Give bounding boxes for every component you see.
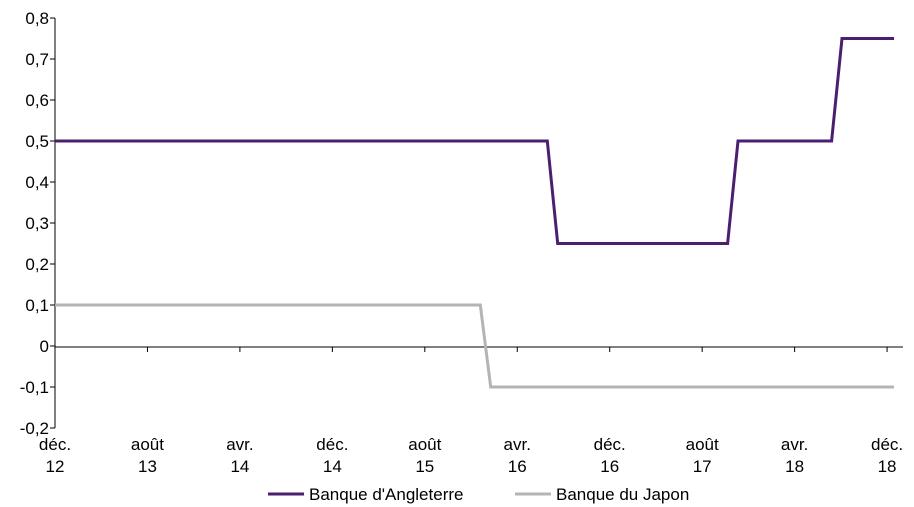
x-tick-year-label: 18 bbox=[785, 457, 804, 476]
x-tick-year-label: 17 bbox=[693, 457, 712, 476]
x-tick-year-label: 16 bbox=[508, 457, 527, 476]
x-tick-month-label: août bbox=[131, 435, 164, 454]
x-tick-year-label: 12 bbox=[46, 457, 65, 476]
y-tick-label: 0,5 bbox=[25, 132, 49, 151]
series-lines bbox=[55, 37, 894, 389]
x-tick-month-label: déc. bbox=[39, 435, 71, 454]
series-line-banque-d-angleterre bbox=[55, 37, 894, 245]
y-tick-label: -0,1 bbox=[20, 378, 49, 397]
y-tick-label: 0,3 bbox=[25, 214, 49, 233]
x-tick-year-label: 13 bbox=[138, 457, 157, 476]
x-tick-year-label: 15 bbox=[415, 457, 434, 476]
legend: Banque d'Angleterre Banque du Japon bbox=[268, 485, 689, 504]
x-axis: déc. 12 août 13 avr. 14 déc. 14 août 15 avr. 16 déc.… bbox=[39, 346, 903, 476]
x-tick-month-label: déc. bbox=[594, 435, 626, 454]
x-tick-month-label: déc. bbox=[316, 435, 348, 454]
x-tick-month-label: août bbox=[686, 435, 719, 454]
y-tick-label: 0,1 bbox=[25, 296, 49, 315]
x-tick-month-label: déc. bbox=[871, 435, 903, 454]
y-tick-label: 0,6 bbox=[25, 91, 49, 110]
y-tick-label: 0 bbox=[40, 337, 49, 356]
x-tick-month-label: avr. bbox=[226, 435, 253, 454]
series-line-banque-du-japon bbox=[55, 303, 894, 389]
x-tick-year-label: 14 bbox=[323, 457, 342, 476]
y-tick-label: 0,4 bbox=[25, 173, 49, 192]
x-tick-year-label: 14 bbox=[230, 457, 249, 476]
y-tick-label: -0,2 bbox=[20, 419, 49, 438]
x-tick-month-label: avr. bbox=[781, 435, 808, 454]
x-tick-year-label: 16 bbox=[600, 457, 619, 476]
legend-label: Banque du Japon bbox=[556, 485, 689, 504]
y-tick-label: 0,7 bbox=[25, 50, 49, 69]
x-tick-month-label: août bbox=[408, 435, 441, 454]
x-tick-year-label: 18 bbox=[878, 457, 897, 476]
y-tick-label: 0,8 bbox=[25, 9, 49, 28]
y-axis: 0,8 0,7 0,6 0,5 0,4 0,3 0,2 0,1 0 -0,1 -0,2 bbox=[20, 9, 56, 438]
x-tick-month-label: avr. bbox=[504, 435, 531, 454]
y-tick-label: 0,2 bbox=[25, 255, 49, 274]
legend-label: Banque d'Angleterre bbox=[309, 485, 463, 504]
